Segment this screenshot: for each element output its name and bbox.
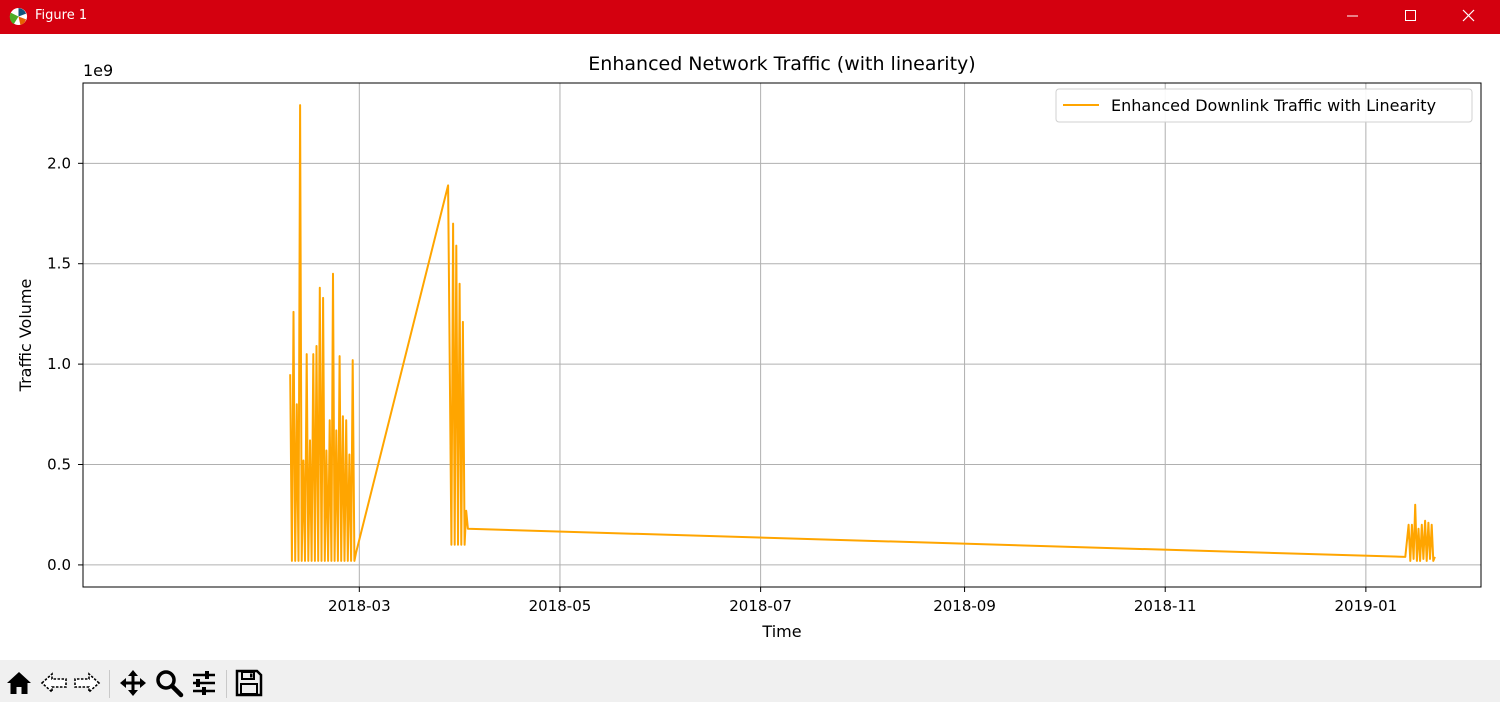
legend-box [1055,88,1473,123]
ticks: 2018-03 2018-05 2018-07 2018-09 2018-11 2019-… [47,154,1397,615]
minimize-button[interactable] [1324,0,1382,34]
forward-arrow-icon [74,672,101,694]
series-layer [289,104,1436,562]
back-button[interactable] [39,668,69,698]
navigation-toolbar [0,660,1500,702]
y-tick-label: 0.0 [47,556,71,574]
y-axis-label: Traffic Volume [16,279,35,393]
floppy-disk-icon [235,669,263,697]
series-line [289,104,1436,562]
legend-label: Enhanced Downlink Traffic with Linearity [1111,96,1436,115]
x-tick-label: 2018-03 [328,597,391,615]
close-icon [1462,9,1475,22]
maximize-button[interactable] [1382,0,1440,34]
home-button[interactable] [4,668,34,698]
figure-canvas[interactable]: 2018-03 2018-05 2018-07 2018-09 2018-11 2019-… [0,34,1500,660]
y-tick-label: 1.5 [47,255,71,273]
plot-frame [82,82,1482,588]
toolbar-separator [226,670,227,698]
x-tick-label: 2018-05 [529,597,592,615]
y-tick-label: 2.0 [47,154,71,172]
matplotlib-app-icon [9,7,28,26]
y-tick-label: 1.0 [47,355,71,373]
sliders-icon [193,671,215,695]
configure-subplots-button[interactable] [189,668,219,698]
forward-button[interactable] [72,668,102,698]
back-arrow-icon [40,672,67,694]
x-tick-label: 2018-11 [1134,597,1197,615]
x-tick-label: 2018-07 [729,597,792,615]
zoom-button[interactable] [154,668,184,698]
legend: Enhanced Downlink Traffic with Linearity [1055,88,1473,123]
x-axis-label: Time [761,622,801,641]
line-chart: 2018-03 2018-05 2018-07 2018-09 2018-11 2019-… [16,53,1482,641]
maximize-icon [1405,10,1416,21]
toolbar-separator [109,670,110,698]
y-tick-label: 0.5 [47,456,71,474]
save-button[interactable] [234,668,264,698]
title-bar: Figure 1 [0,0,1500,34]
pan-button[interactable] [118,668,148,698]
magnifier-icon [156,670,184,698]
window-title: Figure 1 [35,8,88,23]
x-tick-label: 2018-09 [933,597,996,615]
move-icon [120,670,146,696]
y-axis-offset-label: 1e9 [83,61,113,80]
minimize-icon [1347,15,1358,17]
chart-title: Enhanced Network Traffic (with linearity… [588,53,975,75]
x-tick-label: 2019-01 [1335,597,1398,615]
home-icon [7,672,31,694]
close-button[interactable] [1440,0,1498,34]
